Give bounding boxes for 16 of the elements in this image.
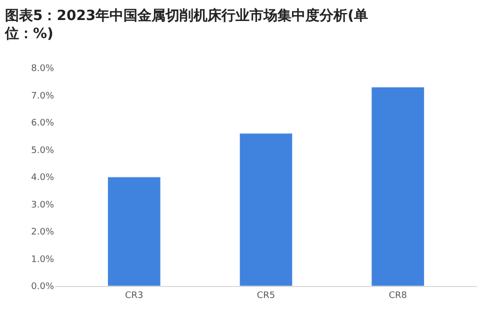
bar: [239, 133, 293, 286]
y-tick-label: 7.0%: [31, 91, 54, 102]
y-tick-label: 8.0%: [31, 64, 54, 74]
y-tick-label: 6.0%: [31, 118, 54, 129]
y-tick-label: 4.0%: [31, 173, 54, 184]
bar: [371, 86, 424, 286]
chart-title: 图表5：2023年中国金属切削机床行业市场集中度分析(单位：%): [4, 6, 368, 42]
y-tick-label: 1.0%: [31, 254, 54, 265]
y-tick-label: 2.0%: [31, 228, 54, 238]
x-tick-label: CR8: [388, 290, 408, 301]
x-tick-label: CR3: [124, 290, 144, 301]
y-tick-label: 0.0%: [31, 282, 54, 292]
y-tick-label: 3.0%: [31, 200, 54, 210]
bar: [108, 176, 161, 286]
y-tick-label: 5.0%: [31, 146, 54, 156]
x-tick-label: CR5: [256, 290, 276, 301]
